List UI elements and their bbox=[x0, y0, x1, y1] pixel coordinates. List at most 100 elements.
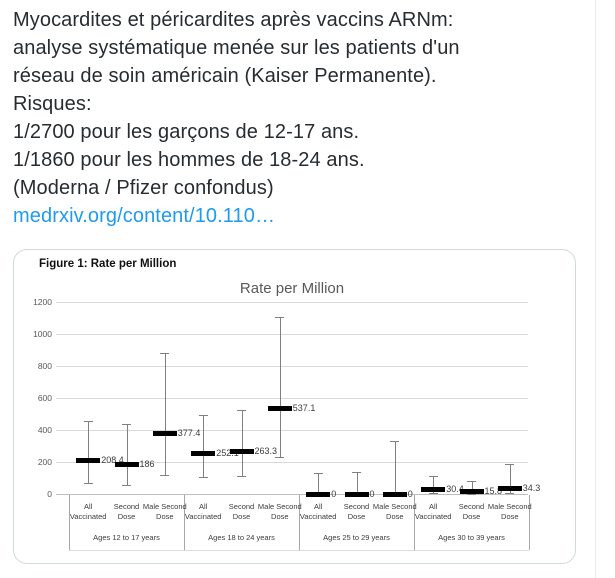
rate-value-label: 0 bbox=[331, 488, 337, 499]
rate-marker bbox=[382, 491, 407, 497]
category-sublabel: All Vaccinated bbox=[69, 502, 107, 521]
ci-whisker-cap bbox=[198, 414, 208, 416]
category-sublabel: Second Dose bbox=[113, 502, 140, 521]
ci-whisker-cap bbox=[467, 493, 476, 495]
category-sublabel: All Vaccinated bbox=[184, 502, 222, 521]
category-sublabel: Second Dose bbox=[458, 502, 485, 521]
ci-whisker bbox=[279, 317, 281, 458]
category-sublabel: All Vaccinated bbox=[299, 502, 337, 521]
category-group-separator bbox=[184, 495, 185, 550]
ci-whisker-cap bbox=[275, 457, 285, 459]
tweet-text-line: 1/2700 pour les garçons de 12-17 ans. bbox=[13, 121, 360, 143]
ci-whisker-cap bbox=[198, 477, 208, 479]
rate-value-label: 30.4 bbox=[446, 483, 464, 494]
y-axis-tick-label: 200 bbox=[37, 457, 52, 467]
category-group-separator bbox=[529, 495, 530, 550]
ci-whisker bbox=[241, 410, 243, 477]
ci-whisker-cap bbox=[237, 410, 246, 411]
gridline-200 bbox=[56, 462, 528, 463]
rate-value-label: 34.3 bbox=[522, 483, 541, 493]
ci-whisker-cap bbox=[313, 473, 323, 475]
tweet-text-line: Myocardites et péricardites après vaccin… bbox=[13, 9, 454, 31]
gridline-1000 bbox=[56, 334, 528, 335]
ci-whisker bbox=[356, 471, 358, 494]
rate-value-label: 208.4 bbox=[101, 455, 124, 466]
category-sublabel: All Vaccinated bbox=[414, 502, 452, 521]
rate-value-label: 0 bbox=[407, 488, 413, 499]
category-sublabel: Second Dose bbox=[343, 502, 370, 521]
ci-whisker bbox=[164, 353, 166, 475]
tweet-card: Myocardites et péricardites après vaccin… bbox=[13, 0, 596, 578]
category-sublabel: Male Second Dose bbox=[257, 502, 302, 521]
rate-marker bbox=[306, 491, 331, 497]
gridline-800 bbox=[56, 366, 528, 367]
ci-whisker-cap bbox=[352, 471, 361, 473]
rate-marker bbox=[76, 458, 101, 464]
ci-whisker-cap bbox=[428, 493, 438, 495]
ci-whisker bbox=[126, 424, 128, 486]
figure-caption: Figure 1: Rate per Million bbox=[39, 258, 177, 270]
ci-whisker-cap bbox=[390, 441, 400, 443]
tweet-text-line: 1/1860 pour les hommes de 18-24 ans. bbox=[13, 149, 365, 171]
rate-marker bbox=[191, 451, 216, 457]
tweet-body: Myocardites et péricardites après vaccin… bbox=[13, 6, 583, 230]
ci-whisker-cap bbox=[122, 485, 131, 487]
ci-whisker bbox=[88, 421, 90, 483]
age-group-label: Ages 30 to 39 years bbox=[438, 533, 505, 542]
ci-whisker bbox=[318, 473, 320, 494]
age-group-label: Ages 18 to 24 years bbox=[208, 533, 275, 542]
category-sublabel: Male Second Dose bbox=[142, 502, 187, 521]
ci-whisker-cap bbox=[505, 464, 515, 466]
ci-whisker bbox=[433, 476, 435, 494]
age-group-label: Ages 25 to 29 years bbox=[323, 533, 390, 542]
rate-marker bbox=[114, 461, 139, 467]
rate-marker bbox=[267, 405, 292, 411]
y-axis-tick-label: 1000 bbox=[33, 329, 52, 339]
y-axis-tick-label: 800 bbox=[37, 361, 52, 371]
rate-value-label: 263.3 bbox=[254, 446, 278, 457]
rate-marker bbox=[497, 486, 522, 491]
chart-canvas: Rate per Million 0 200 400 600 800 1000 1200 20… bbox=[14, 250, 575, 563]
rate-value-label: 252.1 bbox=[216, 448, 239, 459]
rate-value-label: 15.8 bbox=[484, 485, 503, 496]
rate-value-label: 537.1 bbox=[292, 402, 316, 413]
tweet-text-line: Risques: bbox=[13, 93, 92, 115]
y-axis-tick-label: 0 bbox=[47, 489, 52, 499]
gridline-600 bbox=[56, 398, 528, 399]
ci-whisker-cap bbox=[83, 421, 93, 423]
rate-marker bbox=[229, 449, 254, 455]
rate-marker bbox=[459, 488, 484, 494]
chart-title: Rate per Million bbox=[239, 280, 345, 297]
category-group-separator bbox=[414, 495, 415, 550]
rate-marker bbox=[344, 491, 369, 497]
tweet-text-line: analyse systématique menée sur les patie… bbox=[13, 37, 460, 59]
gridline-400 bbox=[56, 430, 528, 431]
ci-whisker-cap bbox=[237, 476, 246, 478]
ci-whisker-cap bbox=[122, 424, 131, 426]
tweet-text-line: (Moderna / Pfizer confondus) bbox=[13, 177, 274, 199]
ci-whisker bbox=[394, 441, 396, 494]
tweet-link-medrxiv[interactable]: medrxiv.org/content/10.110… bbox=[13, 205, 276, 227]
ci-whisker-cap bbox=[160, 353, 170, 355]
gridline-1200 bbox=[56, 302, 528, 303]
rate-value-label: 377.4 bbox=[177, 428, 201, 439]
ci-whisker bbox=[203, 414, 205, 478]
rate-value-label: 0 bbox=[369, 488, 375, 499]
category-group-separator bbox=[299, 495, 300, 550]
figure-attachment[interactable]: Figure 1: Rate per Million Rate per Mill… bbox=[13, 249, 576, 564]
gridline-0 bbox=[56, 494, 528, 495]
ci-whisker-cap bbox=[467, 480, 476, 482]
y-axis-tick-label: 1200 bbox=[33, 297, 52, 307]
y-axis-tick-label: 600 bbox=[37, 393, 52, 403]
ci-whisker-cap bbox=[275, 317, 285, 319]
ci-whisker-cap bbox=[160, 474, 170, 476]
category-group-separator bbox=[69, 495, 70, 550]
category-sublabel: Male Second Dose bbox=[487, 502, 532, 521]
ci-whisker-cap bbox=[83, 482, 93, 484]
rate-marker bbox=[152, 431, 177, 437]
y-axis-tick-label: 400 bbox=[37, 425, 52, 435]
ci-whisker-cap bbox=[428, 476, 438, 478]
ci-whisker bbox=[471, 480, 473, 494]
category-sublabel: Male Second Dose bbox=[372, 502, 417, 521]
